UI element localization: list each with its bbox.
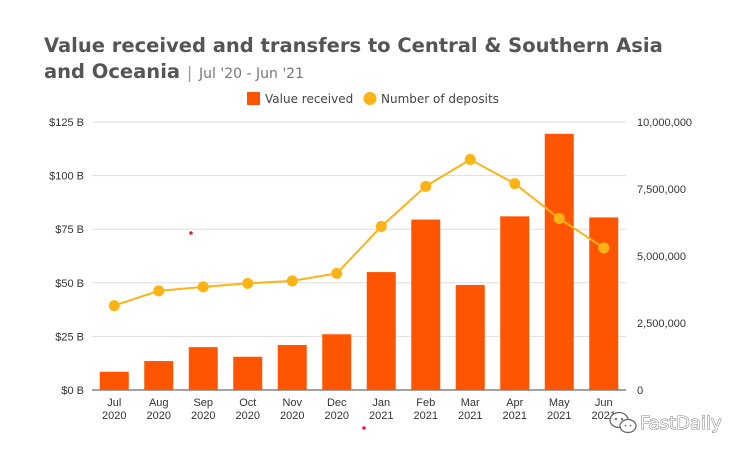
x-tick-label-year: 2020: [191, 410, 215, 422]
bar: [411, 219, 441, 390]
x-tick-label-month: Sep: [193, 397, 213, 409]
x-tick-label-month: Feb: [416, 397, 435, 409]
legend-swatch-number-of-deposits: [363, 92, 377, 105]
deposits-point: [553, 212, 565, 224]
x-tick-label-year: 2020: [325, 410, 349, 422]
x-tick-label-month: Jul: [107, 397, 121, 409]
bar: [99, 371, 129, 390]
x-tick-label-month: Nov: [282, 397, 302, 409]
right-axis-tick-label: 7,500,000: [637, 184, 686, 196]
chart-title: Value received and transfers to Central …: [44, 33, 664, 87]
gridlines: [92, 121, 626, 391]
deposits-point: [197, 281, 209, 293]
stray-dot: [189, 231, 193, 235]
right-axis-tick-label: 2,500,000: [637, 318, 686, 330]
legend-label-value-received: Value received: [265, 92, 353, 106]
x-tick-label-month: Mar: [461, 397, 480, 409]
x-tick-label-month: Jan: [372, 397, 390, 409]
stray-dot: [362, 426, 366, 430]
bar: [188, 347, 218, 390]
chart-subtitle: Jul '20 - Jun '21: [199, 66, 304, 82]
deposits-point: [108, 300, 120, 312]
x-tick-label-month: May: [549, 397, 570, 409]
bar: [233, 356, 263, 390]
watermark: FastDaily: [609, 411, 722, 434]
x-tick-label-year: 2021: [458, 410, 482, 422]
right-axis-tick-label: 0: [637, 385, 643, 397]
x-tick-label-month: Aug: [149, 397, 169, 409]
bar: [455, 284, 485, 390]
title-separator: |: [186, 63, 193, 82]
deposits-point: [598, 242, 610, 254]
deposits-point: [464, 154, 476, 166]
x-tick-label-year: 2021: [547, 410, 571, 422]
bar: [500, 216, 530, 390]
bar: [144, 361, 174, 390]
left-axis-tick-label: $100 B: [49, 171, 84, 183]
chart-title-text: Value received and transfers to Central …: [44, 34, 663, 83]
x-tick-label-month: Apr: [506, 397, 523, 409]
deposits-point: [509, 178, 521, 190]
x-axis-ticks: Jul2020Aug2020Sep2020Oct2020Nov2020Dec20…: [102, 397, 616, 422]
x-tick-label-year: 2021: [369, 410, 393, 422]
wechat-icon: [609, 411, 637, 434]
right-axis-tick-label: 10,000,000: [637, 117, 692, 129]
bar-series: [99, 133, 619, 391]
left-axis-ticks: $0 B $25 B $50 B $75 B $100 B $125 B: [49, 117, 84, 397]
x-tick-label-year: 2020: [236, 410, 260, 422]
bar: [366, 272, 396, 390]
left-axis-tick-label: $25 B: [55, 331, 84, 343]
deposits-point: [375, 221, 387, 233]
deposits-point: [242, 277, 254, 289]
x-tick-label-year: 2020: [280, 410, 304, 422]
legend-label-number-of-deposits: Number of deposits: [381, 92, 499, 106]
bar: [277, 344, 307, 390]
watermark-text: FastDaily: [640, 413, 722, 434]
right-axis-tick-label: 5,000,000: [637, 251, 686, 263]
left-axis-tick-label: $50 B: [55, 278, 84, 290]
line-series: [108, 154, 610, 312]
left-axis-tick-label: $125 B: [49, 117, 84, 129]
deposits-point: [153, 285, 165, 297]
x-tick-label-month: Dec: [327, 397, 347, 409]
x-tick-label-year: 2020: [102, 410, 126, 422]
left-axis-tick-label: $0 B: [61, 385, 84, 397]
left-axis-tick-label: $75 B: [55, 224, 84, 236]
x-tick-label-year: 2021: [503, 410, 527, 422]
legend: Value received Number of deposits: [247, 92, 499, 106]
x-tick-label-month: Jun: [595, 397, 613, 409]
deposits-point: [286, 275, 298, 287]
x-tick-label-year: 2021: [414, 410, 438, 422]
bar: [544, 133, 574, 391]
legend-swatch-value-received: [247, 92, 260, 105]
deposits-point: [420, 180, 432, 192]
x-tick-label-year: 2020: [147, 410, 171, 422]
bar: [322, 334, 352, 390]
deposits-line: [113, 158, 605, 307]
right-axis-ticks: 0 2,500,000 5,000,000 7,500,000 10,000,000: [637, 117, 692, 397]
deposits-point: [331, 267, 343, 279]
x-tick-label-month: Oct: [239, 397, 256, 409]
